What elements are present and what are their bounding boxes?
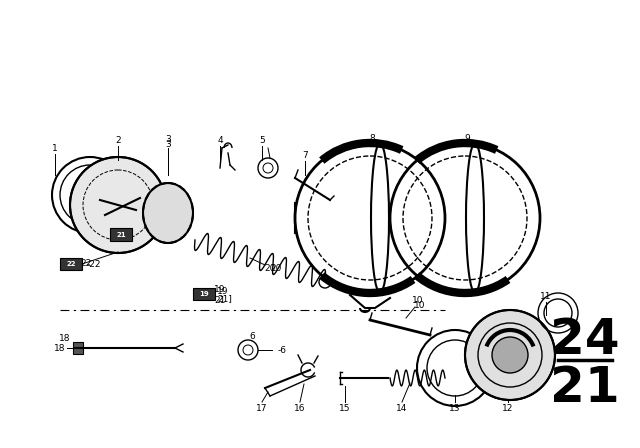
Text: 21]: 21] [217, 294, 232, 303]
Text: 16: 16 [294, 404, 306, 413]
Text: 10: 10 [412, 296, 424, 305]
Bar [60, 258, 82, 270]
Text: 21: 21 [214, 296, 226, 305]
Text: 22: 22 [81, 258, 92, 267]
Text: 24: 24 [550, 316, 620, 364]
Text: 12: 12 [502, 404, 514, 413]
Text: 11: 11 [540, 292, 552, 301]
Text: 18: 18 [54, 344, 65, 353]
Text: 20: 20 [270, 263, 282, 272]
Ellipse shape [143, 183, 193, 243]
Text: 3: 3 [165, 135, 171, 144]
Text: 20: 20 [264, 263, 276, 272]
Bar [193, 288, 215, 300]
Text: 8: 8 [369, 134, 375, 142]
Circle shape [492, 337, 528, 373]
Text: 15: 15 [339, 404, 351, 413]
Text: -22: -22 [87, 259, 102, 268]
Text: 5: 5 [259, 135, 265, 145]
Text: 19: 19 [214, 284, 226, 293]
Text: 1: 1 [52, 143, 58, 152]
Text: 14: 14 [396, 404, 408, 413]
Text: 21: 21 [116, 232, 126, 238]
Text: 18: 18 [60, 333, 71, 343]
Text: 22: 22 [67, 261, 76, 267]
Bar [110, 228, 132, 241]
Text: 19: 19 [199, 291, 209, 297]
Text: 13: 13 [449, 404, 461, 413]
Text: 17: 17 [256, 404, 268, 413]
Text: 6: 6 [249, 332, 255, 340]
Circle shape [465, 310, 555, 400]
Text: 2: 2 [115, 135, 121, 145]
Text: 9: 9 [464, 134, 470, 142]
Text: 10: 10 [414, 301, 426, 310]
Text: 4: 4 [217, 135, 223, 145]
Bar [73, 342, 83, 354]
Text: 3: 3 [165, 139, 171, 148]
Text: -6: -6 [278, 345, 287, 354]
Circle shape [70, 157, 166, 253]
Text: 19: 19 [217, 287, 228, 296]
Text: 21: 21 [550, 364, 620, 412]
Text: 7: 7 [302, 151, 308, 159]
